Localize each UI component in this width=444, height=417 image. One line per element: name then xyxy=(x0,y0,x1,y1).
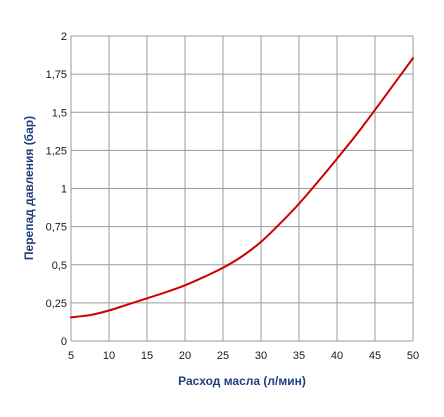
y-tick-label: 0 xyxy=(61,336,67,348)
y-tick-label: 2 xyxy=(61,31,67,43)
x-tick-label: 15 xyxy=(141,350,153,362)
y-tick-label: 1,5 xyxy=(52,107,67,119)
grid xyxy=(70,35,414,342)
y-tick-label: 1,75 xyxy=(46,69,67,81)
series-lines xyxy=(70,57,414,319)
x-tick-label: 20 xyxy=(179,350,191,362)
x-tick-label: 45 xyxy=(369,350,381,362)
y-tick-label: 1,25 xyxy=(46,145,67,157)
x-tick-labels: 5 10 15 20 25 30 35 40 45 50 xyxy=(68,350,419,362)
x-axis-title: Расход масла (л/мин) xyxy=(178,374,306,388)
x-tick-label: 25 xyxy=(217,350,229,362)
x-tick-label: 30 xyxy=(255,350,267,362)
y-tick-label: 1 xyxy=(61,184,67,196)
y-tick-label: 0,5 xyxy=(52,260,67,272)
y-tick-label: 0,25 xyxy=(46,298,67,310)
series-line xyxy=(70,57,414,319)
x-tick-label: 50 xyxy=(407,350,419,362)
x-tick-label: 10 xyxy=(103,350,115,362)
x-tick-label: 35 xyxy=(293,350,305,362)
y-axis-title: Перепад давления (бар) xyxy=(22,116,36,260)
x-tick-label: 40 xyxy=(331,350,343,362)
x-tick-label: 5 xyxy=(68,350,74,362)
y-tick-labels: 0 0,25 0,5 0,75 1 1,25 1,5 1,75 2 xyxy=(46,31,67,348)
y-tick-label: 0,75 xyxy=(46,222,67,234)
